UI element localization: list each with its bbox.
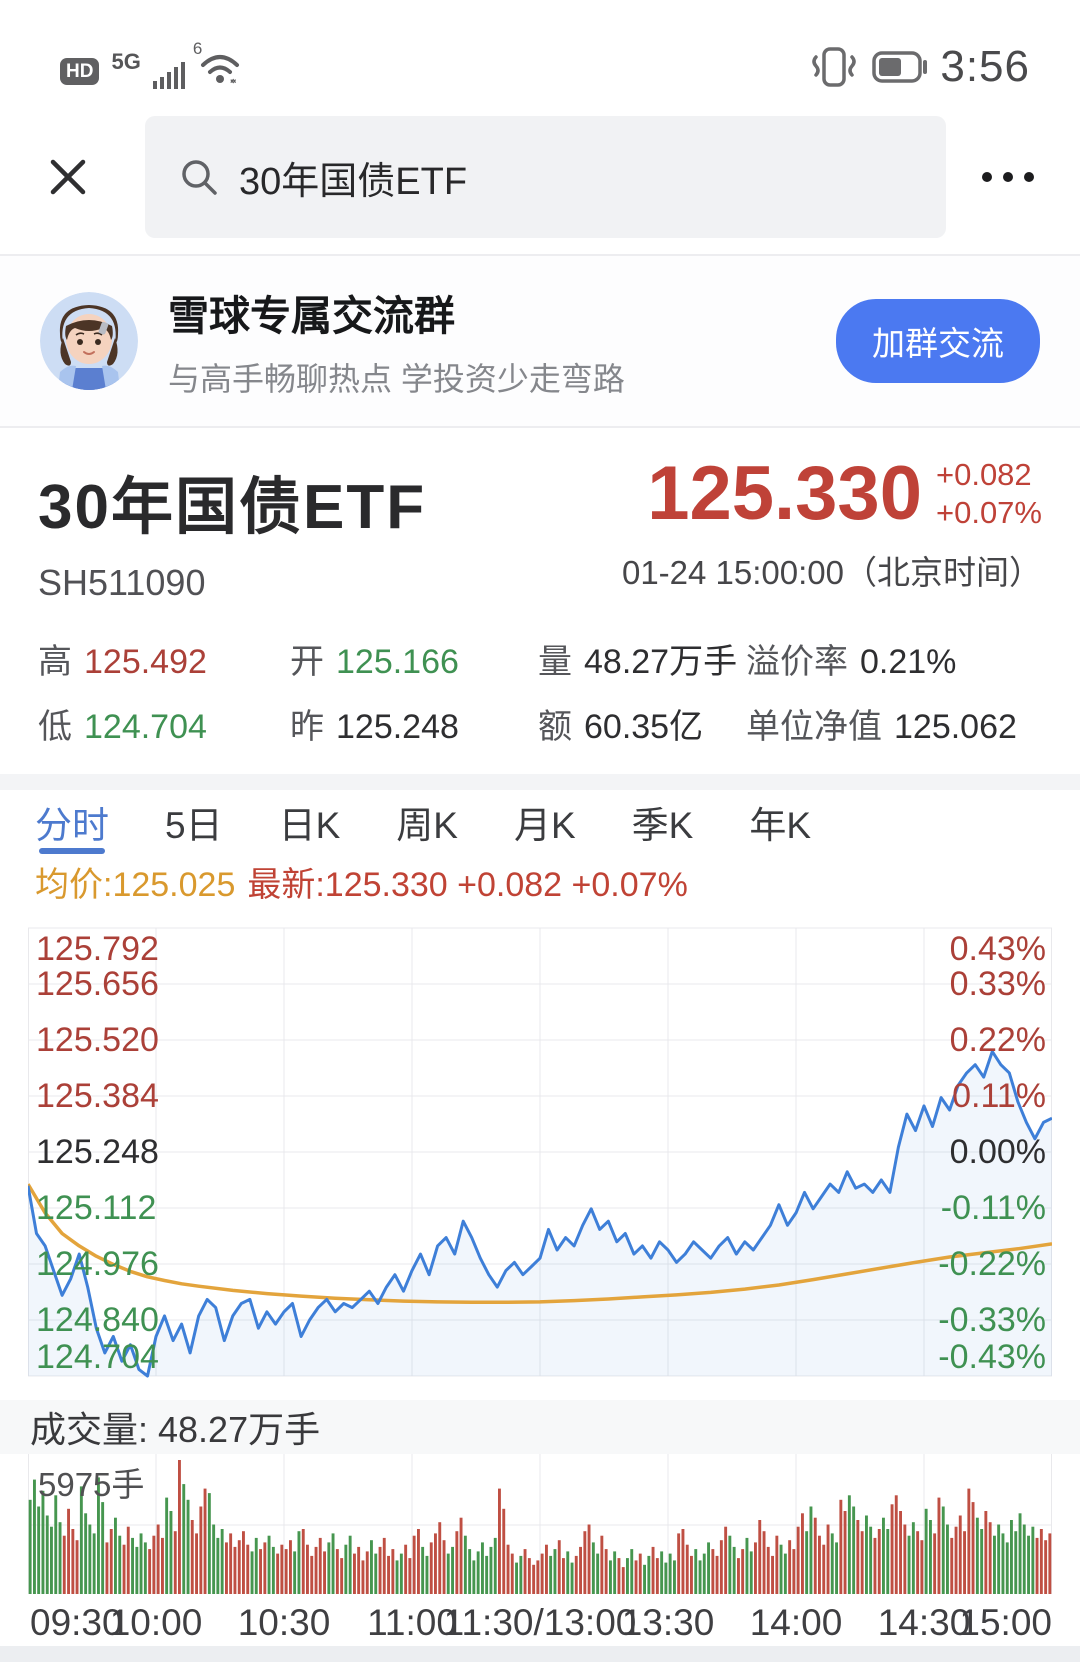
stock-name: 30年国债ETF [38,473,427,542]
volume-label-row: 成交量: 48.27万手 [0,1400,1080,1454]
volume-scale-label: 5975手 [38,1466,145,1503]
stat-premium: 溢价率 0.21% [746,643,957,681]
avg-price-label: 均价:125.025 [35,865,236,904]
stat-turnover: 额 60.35亿 [538,708,704,746]
price-axis-label: 124.976 [36,1245,159,1283]
price-axis-label: 125.384 [36,1077,159,1115]
tab-intraday[interactable]: 分时 [35,790,109,854]
stock-code: SH511090 [38,562,206,603]
time-axis-label: 11:30/13:00 [443,1602,637,1643]
time-axis-label: 15:00 [959,1602,1052,1643]
banner-subtitle: 与高手畅聊热点 学投资少走弯路 [168,361,625,397]
price-chart-canvas[interactable] [28,922,1052,1382]
time-axis-label: 10:00 [109,1602,203,1643]
tab-weekly-k[interactable]: 周K [396,805,458,846]
price-axis-label: 125.112 [36,1189,157,1227]
search-field[interactable] [145,116,946,238]
time-axis: 09:30 10:00 10:30 11:00 11:30/13:00 13:30 14:0… [28,1594,1052,1646]
wifi-6-label: 6 [192,39,203,58]
tab-quarterly-k[interactable]: 季K [631,805,694,846]
network-5g-label: 5G [111,49,141,74]
time-axis-label: 14:30 [877,1602,971,1643]
stat-prev-close: 昨 125.248 [290,708,459,746]
stat-high: 高 125.492 [38,643,207,681]
search-input[interactable] [237,154,912,200]
stat-low: 低 124.704 [38,708,207,746]
price-axis-label: 125.248 [36,1133,159,1171]
stock-header: 30年国债ETF SH511090 125.330 +0.082 +0.07% … [0,428,1080,774]
percent-axis-label: -0.22% [938,1245,1046,1283]
latest-price-label: 最新:125.330 +0.082 +0.07% [247,865,688,904]
avatar-image [40,292,138,390]
status-bar: HD 5G 6 [0,0,1080,100]
more-menu-icon[interactable] [976,162,1040,192]
tab-5day[interactable]: 5日 [165,805,223,846]
current-price: 125.330 [647,451,922,536]
status-time: 3:56 [940,42,1030,91]
stat-volume: 量 48.27万手 [538,643,738,681]
tab-monthly-k[interactable]: 月K [513,805,576,846]
chart-period-tabs: 分时 5日 日K 周K 月K 季K 年K [0,790,1080,854]
time-axis-label: 10:30 [237,1602,331,1643]
percent-axis-label: 0.00% [949,1133,1046,1171]
percent-axis-label: 0.43% [949,930,1046,968]
stats-grid: 高 125.492 开 125.166 量 48.27万手 溢价率 0.21% 低 124… [38,634,1042,774]
percent-axis-label: -0.11% [940,1189,1046,1227]
intraday-price-chart[interactable]: 125.792 0.43% 125.656 0.33% 125.520 0.22% 125.… [28,908,1052,1400]
price-axis-label: 125.792 [36,930,159,968]
group-promo-banner: 雪球专属交流群 与高手畅聊热点 学投资少走弯路 加群交流 [0,256,1080,428]
percent-axis-label: -0.43% [938,1338,1046,1376]
hd-badge-icon: HD [60,58,100,85]
tab-daily-k[interactable]: 日K [278,805,341,846]
quote-timestamp: 01-24 15:00:00（北京时间） [621,554,1042,591]
bottom-sheet-edge [0,1646,1080,1662]
time-axis-label: 14:00 [749,1602,843,1643]
volume-pane-label: 成交量: 48.27万手 [30,1409,321,1450]
price-axis-label: 124.704 [36,1338,159,1376]
wifi-icon [200,55,239,84]
time-axis-label: 13:30 [621,1602,715,1643]
stat-open: 开 125.166 [290,643,459,681]
tab-yearly-k[interactable]: 年K [749,805,812,846]
vibrate-icon [812,47,857,87]
battery-icon [872,51,928,83]
price-change-pct: +0.07% [935,495,1042,530]
percent-axis-label: -0.33% [938,1301,1046,1339]
signal-bars-icon [152,61,185,89]
search-bar [0,100,1080,256]
close-icon[interactable] [45,154,91,200]
time-axis-label: 09:30 [30,1602,123,1643]
stat-nav: 单位净值 125.062 [746,708,1017,746]
volume-chart[interactable]: 5975手 [28,1454,1052,1594]
price-axis-label: 125.520 [36,1021,159,1059]
chart-info-line: 均价:125.025 最新:125.330 +0.082 +0.07% [0,854,1080,908]
avatar [40,292,138,390]
price-axis-label: 125.656 [36,965,159,1003]
volume-chart-canvas[interactable] [28,1454,1052,1594]
search-icon [182,160,217,195]
time-axis-label: 11:00 [367,1602,457,1643]
banner-title: 雪球专属交流群 [168,293,455,339]
percent-axis-label: 0.11% [952,1077,1046,1115]
join-group-button[interactable]: 加群交流 [836,299,1040,383]
price-change: +0.082 [935,457,1032,492]
percent-axis-label: 0.22% [949,1021,1046,1059]
section-separator [0,774,1080,790]
percent-axis-label: 0.33% [949,965,1046,1003]
price-axis-label: 124.840 [36,1301,159,1339]
